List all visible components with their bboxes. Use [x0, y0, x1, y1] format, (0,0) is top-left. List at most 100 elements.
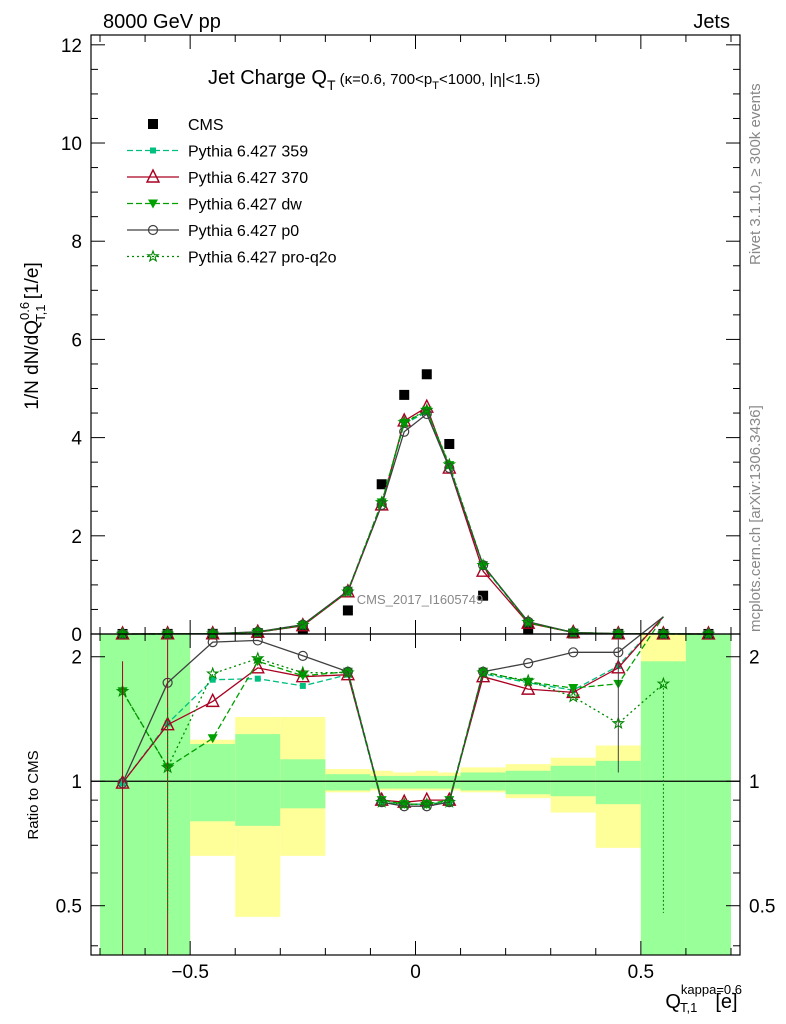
legend-item: Pythia 6.427 dw: [127, 197, 302, 214]
legend-label: Pythia 6.427 pro-q2o: [188, 250, 337, 267]
ratio-point: [205, 666, 220, 680]
y-tick-label: 4: [71, 429, 82, 450]
legend-marker: [147, 224, 159, 236]
y-axis-label: 1/N dN/dQ0.6T,1 [1/e]: [17, 262, 48, 409]
legend-item: Pythia 6.427 p0: [127, 223, 299, 240]
series-point: [160, 626, 175, 640]
legend-marker: [148, 199, 158, 209]
mcplots-label: mcplots.cern.ch [arXiv:1306.3436]: [747, 405, 764, 632]
x-axis-label: Qkappa=0.6 T,1 [e]: [665, 982, 742, 1015]
series-point: [444, 462, 455, 474]
ratio-point: [476, 665, 490, 679]
ratio-y-tick-label-right: 2: [749, 648, 760, 669]
band-stat: [190, 744, 236, 822]
x-tick-label: 0: [410, 962, 421, 983]
series-point: [341, 584, 355, 598]
band-stat: [280, 759, 326, 809]
ratio-point: [209, 676, 216, 683]
legend: CMS Pythia 6.427 359 Pythia 6.427 370 Pythi…: [127, 117, 337, 267]
ratio-point: [521, 680, 536, 695]
ratio-uncertainty-bands: [100, 634, 731, 955]
series-point: [205, 626, 220, 640]
ratio-y-tick-label-right: 0.5: [749, 897, 775, 918]
legend-item: Pythia 6.427 370: [127, 168, 308, 187]
band-stat: [370, 775, 393, 789]
x-tick-label: 0.5: [628, 962, 654, 983]
ratio-point: [254, 675, 261, 682]
ratio-point: [419, 797, 434, 810]
y-tick-label: 0: [71, 625, 82, 646]
ratio-point: [521, 673, 535, 687]
ratio-point: [207, 734, 218, 744]
series-point: [296, 618, 310, 631]
ratio-series: [115, 651, 671, 810]
band-stat: [392, 775, 416, 789]
data-point: [444, 438, 455, 449]
data-point: [342, 605, 353, 616]
series-point: [399, 426, 410, 437]
ratio-y-tick-label: 1: [71, 772, 82, 793]
series-point: [115, 626, 130, 640]
band-stat: [325, 774, 371, 791]
legend-item: Pythia 6.427 pro-q2o: [127, 249, 337, 267]
ratio-point: [397, 797, 412, 810]
series-point: [397, 415, 412, 429]
legend-marker: [146, 249, 160, 263]
legend-label: Pythia 6.427 370: [188, 170, 308, 187]
ratio-point: [568, 684, 579, 694]
series-point: [376, 499, 387, 510]
legend-marker: [148, 119, 158, 129]
ratio-point: [299, 682, 306, 689]
ratio-point: [523, 658, 534, 669]
axis-ticks: [91, 35, 740, 955]
ratio-line: [121, 657, 664, 805]
ratio-point: [296, 665, 310, 679]
ratio-point: [205, 692, 220, 708]
legend-item: Pythia 6.427 359: [127, 144, 308, 161]
x-tick-label: −0.5: [171, 962, 209, 983]
legend-label: Pythia 6.427 p0: [188, 223, 299, 240]
data-point: [399, 389, 410, 400]
ratio-y-tick-label: 0.5: [56, 897, 82, 918]
series-point: [442, 457, 457, 471]
band-stat: [438, 775, 461, 789]
series-point: [566, 625, 581, 639]
ratio-point: [399, 801, 410, 812]
legend-label: Pythia 6.427 dw: [188, 197, 302, 214]
ratio-point: [566, 689, 581, 703]
series-point: [701, 626, 716, 640]
data-point: [478, 590, 489, 601]
watermark: CMS_2017_I1605749: [357, 592, 484, 607]
band-stat: [235, 734, 281, 826]
band-stat: [685, 634, 731, 955]
main-series: [115, 402, 716, 640]
ratio-point: [297, 650, 308, 661]
chart-title: Jet Charge QT (κ=0.6, 700<pT<1000, |η|<1…: [208, 67, 540, 93]
y-tick-label: 6: [71, 330, 82, 351]
ratio-point: [374, 795, 389, 808]
legend-label: CMS: [188, 117, 224, 134]
data-point: [376, 479, 387, 490]
series-point: [521, 615, 535, 629]
ratio-point: [250, 651, 265, 665]
band-stat: [505, 770, 551, 795]
ratio-point: [442, 795, 457, 808]
data-point: [523, 624, 534, 635]
ratio-point: [341, 665, 355, 679]
series-point: [419, 402, 434, 416]
ratio-y-tick-label-right: 1: [749, 772, 760, 793]
data-point: [421, 369, 432, 380]
ratio-y-tick-label: 2: [71, 648, 82, 669]
legend-item: CMS: [148, 117, 224, 134]
legend-marker: [150, 147, 156, 154]
ratio-y-axis-label: Ratio to CMS: [25, 750, 42, 839]
band-stat: [415, 775, 439, 789]
series-point: [340, 583, 356, 598]
y-tick-label: 12: [61, 36, 82, 57]
legend-label: Pythia 6.427 359: [188, 144, 308, 161]
ratio-point: [421, 801, 432, 812]
rivet-label: Rivet 3.1.10, ≥ 300k events: [747, 83, 764, 265]
y-tick-label: 8: [71, 232, 82, 253]
